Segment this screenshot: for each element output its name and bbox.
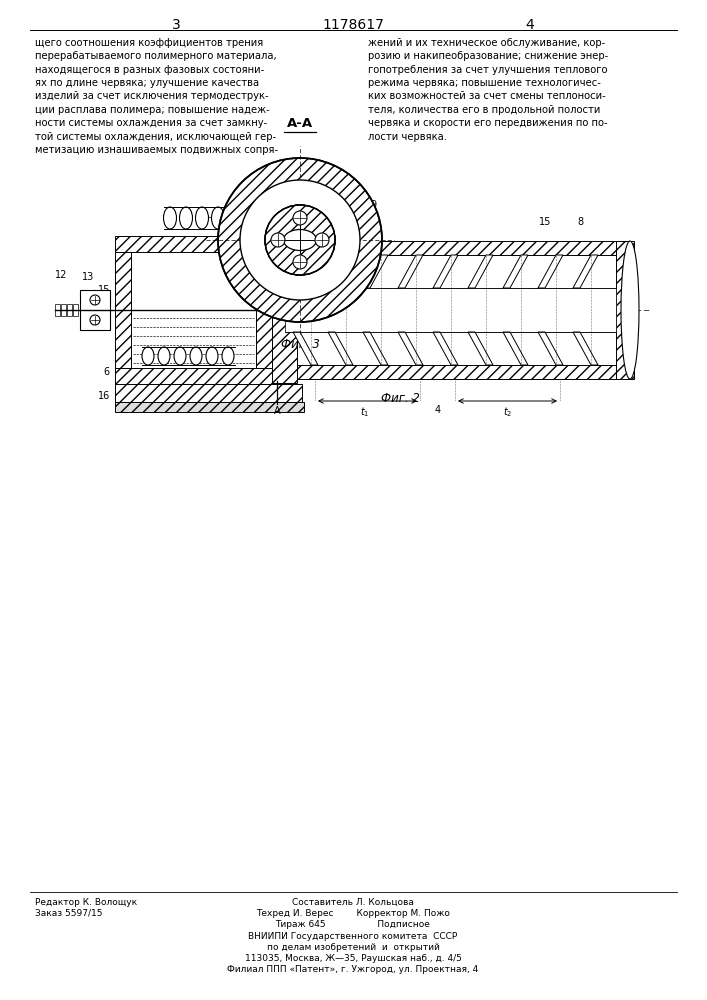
Polygon shape (503, 332, 528, 365)
Polygon shape (293, 332, 318, 365)
Text: 15: 15 (539, 217, 551, 227)
Polygon shape (328, 332, 353, 365)
Text: 4: 4 (434, 405, 440, 415)
Bar (55, 304, 60, 316)
Text: 3: 3 (372, 217, 378, 227)
Circle shape (218, 158, 382, 322)
Bar (270, 237, 297, 383)
Ellipse shape (163, 207, 177, 229)
Text: $t_1$: $t_1$ (360, 405, 369, 419)
Bar (285, 365, 630, 379)
Text: по делам изобретений  и  открытий: по делам изобретений и открытий (267, 943, 440, 952)
Ellipse shape (211, 207, 225, 229)
Bar (115, 384, 302, 402)
Text: 1178617: 1178617 (322, 18, 384, 32)
Circle shape (293, 211, 307, 225)
Text: 11: 11 (279, 217, 291, 227)
Text: 6: 6 (104, 367, 110, 377)
Text: 3: 3 (172, 18, 180, 32)
Text: А-А: А-А (287, 117, 313, 130)
Polygon shape (433, 332, 458, 365)
Polygon shape (468, 332, 493, 365)
Circle shape (271, 233, 285, 247)
Circle shape (293, 255, 307, 269)
Ellipse shape (158, 347, 170, 365)
Ellipse shape (180, 207, 192, 229)
Polygon shape (398, 332, 423, 365)
Circle shape (315, 233, 329, 247)
Bar (67, 304, 72, 316)
Polygon shape (433, 255, 458, 288)
Text: 10: 10 (305, 217, 317, 227)
Ellipse shape (222, 347, 234, 365)
Text: ВНИИПИ Государственного комитета  СССР: ВНИИПИ Государственного комитета СССР (248, 932, 457, 941)
Text: 8: 8 (577, 217, 583, 227)
Ellipse shape (228, 207, 240, 229)
Ellipse shape (284, 230, 317, 250)
Text: Заказ 5597/15: Заказ 5597/15 (35, 909, 103, 918)
Bar (616, 241, 634, 379)
Ellipse shape (259, 207, 272, 229)
Bar (115, 252, 131, 368)
Text: 9: 9 (294, 217, 300, 227)
Ellipse shape (190, 347, 202, 365)
Bar (285, 288, 616, 332)
Bar (115, 368, 272, 384)
Polygon shape (468, 255, 493, 288)
Circle shape (265, 205, 335, 275)
Text: 16: 16 (98, 391, 110, 401)
Text: 15: 15 (98, 285, 110, 295)
Bar (115, 402, 304, 412)
Text: Филиал ППП «Патент», г. Ужгород, ул. Проектная, 4: Филиал ППП «Патент», г. Ужгород, ул. Про… (228, 965, 479, 974)
Text: Фиг. 3: Фиг. 3 (281, 338, 320, 351)
Polygon shape (363, 255, 388, 288)
Text: Фиг. 2: Фиг. 2 (380, 392, 419, 405)
Ellipse shape (142, 347, 154, 365)
Text: A: A (274, 406, 280, 416)
Polygon shape (538, 332, 563, 365)
Bar (115, 236, 272, 252)
Text: Составитель Л. Кольцова: Составитель Л. Кольцова (292, 898, 414, 907)
Text: Редактор К. Волощук: Редактор К. Волощук (35, 898, 137, 907)
Text: 12: 12 (55, 270, 67, 280)
Polygon shape (573, 332, 598, 365)
Ellipse shape (621, 241, 639, 379)
Text: Тираж 645                  Подписное: Тираж 645 Подписное (276, 920, 431, 929)
Text: 4: 4 (525, 18, 534, 32)
Polygon shape (398, 255, 423, 288)
Bar (73, 304, 78, 316)
Polygon shape (538, 255, 563, 288)
Polygon shape (503, 255, 528, 288)
Ellipse shape (243, 207, 257, 229)
Text: 14: 14 (224, 261, 267, 274)
Bar (80, 290, 110, 330)
Text: 9: 9 (282, 270, 288, 280)
Polygon shape (573, 255, 598, 288)
Bar (256, 252, 272, 368)
Text: 13: 13 (82, 272, 94, 282)
Text: $t_2$: $t_2$ (503, 405, 512, 419)
Text: 10: 10 (333, 242, 382, 252)
Text: 9: 9 (334, 200, 376, 215)
Bar (285, 241, 630, 255)
Text: A: A (258, 211, 265, 221)
Text: Техред И. Верес        Корректор М. Пожо: Техред И. Верес Корректор М. Пожо (256, 909, 450, 918)
Polygon shape (363, 332, 388, 365)
Circle shape (240, 180, 360, 300)
Bar (61, 304, 66, 316)
Ellipse shape (174, 347, 186, 365)
Polygon shape (328, 255, 353, 288)
Polygon shape (293, 255, 318, 288)
Text: 3: 3 (196, 210, 243, 224)
Ellipse shape (196, 207, 209, 229)
Text: жений и их техническое обслуживание, кор-
розию и накипеобразование; снижение эн: жений и их техническое обслуживание, кор… (368, 38, 608, 142)
Text: 113035, Москва, Ж—35, Раушская наб., д. 4/5: 113035, Москва, Ж—35, Раушская наб., д. … (245, 954, 462, 963)
Text: щего соотношения коэффициентов трения
перерабатываемого полимерного материала,
н: щего соотношения коэффициентов трения пе… (35, 38, 278, 155)
Ellipse shape (206, 347, 218, 365)
